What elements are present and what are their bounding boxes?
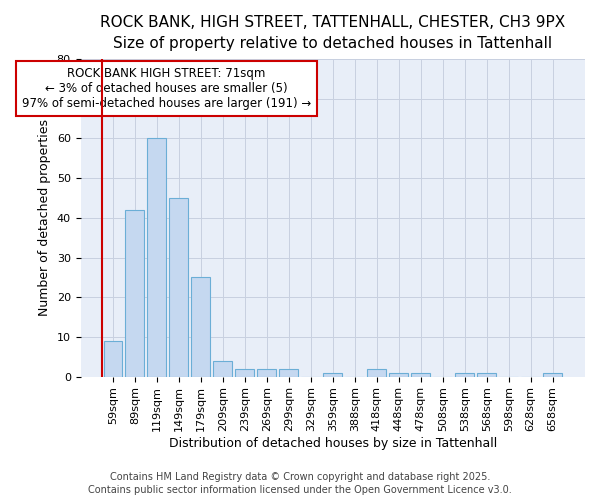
Text: Contains HM Land Registry data © Crown copyright and database right 2025.
Contai: Contains HM Land Registry data © Crown c… (88, 472, 512, 495)
Bar (367, 368, 386, 376)
Bar (478, 372, 496, 376)
Bar (214, 360, 232, 376)
Bar (235, 368, 254, 376)
Bar (104, 341, 122, 376)
Bar (191, 278, 210, 376)
X-axis label: Distribution of detached houses by size in Tattenhall: Distribution of detached houses by size … (169, 437, 497, 450)
Bar (389, 372, 408, 376)
Bar (280, 368, 298, 376)
Bar (125, 210, 144, 376)
Y-axis label: Number of detached properties: Number of detached properties (38, 120, 51, 316)
Bar (323, 372, 342, 376)
Title: ROCK BANK, HIGH STREET, TATTENHALL, CHESTER, CH3 9PX
Size of property relative t: ROCK BANK, HIGH STREET, TATTENHALL, CHES… (100, 15, 565, 51)
Bar (455, 372, 474, 376)
Bar (169, 198, 188, 376)
Bar (544, 372, 562, 376)
Text: ROCK BANK HIGH STREET: 71sqm
← 3% of detached houses are smaller (5)
97% of semi: ROCK BANK HIGH STREET: 71sqm ← 3% of det… (22, 67, 311, 110)
Bar (148, 138, 166, 376)
Bar (412, 372, 430, 376)
Bar (257, 368, 276, 376)
